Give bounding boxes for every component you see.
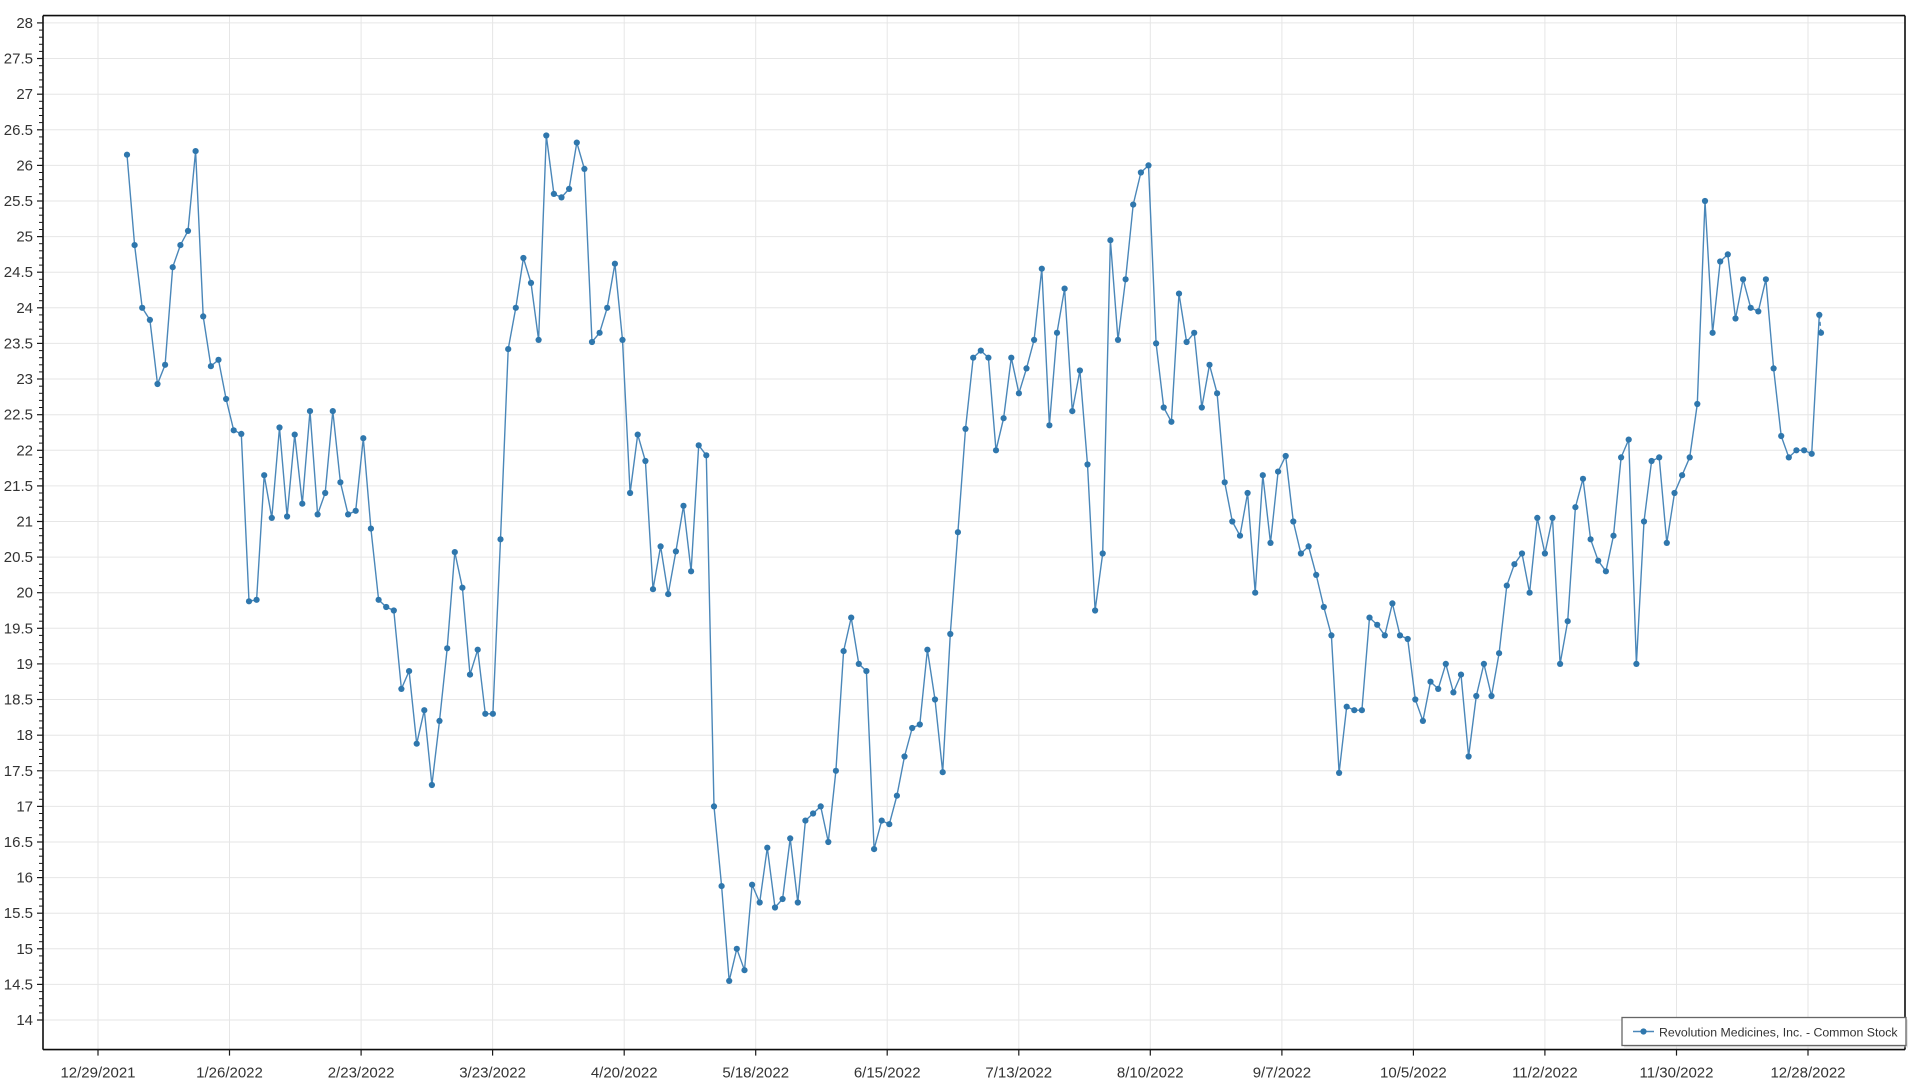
svg-text:21: 21 [16,514,33,531]
svg-text:20.5: 20.5 [4,549,33,566]
svg-text:19.5: 19.5 [4,620,33,637]
svg-text:17.5: 17.5 [4,763,33,780]
svg-text:25: 25 [16,229,33,246]
svg-text:14.5: 14.5 [4,976,33,993]
svg-text:24: 24 [16,300,33,317]
svg-text:28: 28 [16,15,33,32]
svg-text:15.5: 15.5 [4,905,33,922]
svg-text:27.5: 27.5 [4,51,33,68]
svg-text:17: 17 [16,798,33,815]
svg-text:Revolution Medicines, Inc. - C: Revolution Medicines, Inc. - Common Stoc… [1659,1026,1898,1040]
svg-text:10/5/2022: 10/5/2022 [1380,1065,1447,1080]
svg-text:23: 23 [16,371,33,388]
svg-text:18: 18 [16,727,33,744]
svg-text:16: 16 [16,870,33,887]
svg-text:12/28/2022: 12/28/2022 [1770,1065,1845,1080]
svg-text:16.5: 16.5 [4,834,33,851]
svg-text:3/23/2022: 3/23/2022 [459,1065,526,1080]
svg-text:26.5: 26.5 [4,122,33,139]
svg-text:11/2/2022: 11/2/2022 [1512,1065,1578,1080]
svg-text:21.5: 21.5 [4,478,33,495]
svg-text:12/29/2021: 12/29/2021 [60,1065,135,1080]
svg-text:22.5: 22.5 [4,407,33,424]
svg-text:22: 22 [16,442,33,459]
svg-text:5/18/2022: 5/18/2022 [722,1065,789,1080]
svg-text:4/20/2022: 4/20/2022 [591,1065,658,1080]
svg-text:2/23/2022: 2/23/2022 [328,1065,395,1080]
svg-text:15: 15 [16,941,33,958]
svg-text:25.5: 25.5 [4,193,33,210]
svg-text:18.5: 18.5 [4,692,33,709]
svg-text:19: 19 [16,656,33,673]
svg-text:1/26/2022: 1/26/2022 [196,1065,263,1080]
svg-text:20: 20 [16,585,33,602]
svg-text:27: 27 [16,86,33,103]
svg-text:11/30/2022: 11/30/2022 [1640,1065,1714,1080]
svg-text:6/15/2022: 6/15/2022 [854,1065,921,1080]
svg-text:14: 14 [16,1012,33,1029]
svg-text:24.5: 24.5 [4,264,33,281]
svg-text:8/10/2022: 8/10/2022 [1117,1065,1184,1080]
svg-text:26: 26 [16,157,33,174]
svg-text:23.5: 23.5 [4,335,33,352]
svg-text:9/7/2022: 9/7/2022 [1253,1065,1311,1080]
svg-text:7/13/2022: 7/13/2022 [985,1065,1052,1080]
